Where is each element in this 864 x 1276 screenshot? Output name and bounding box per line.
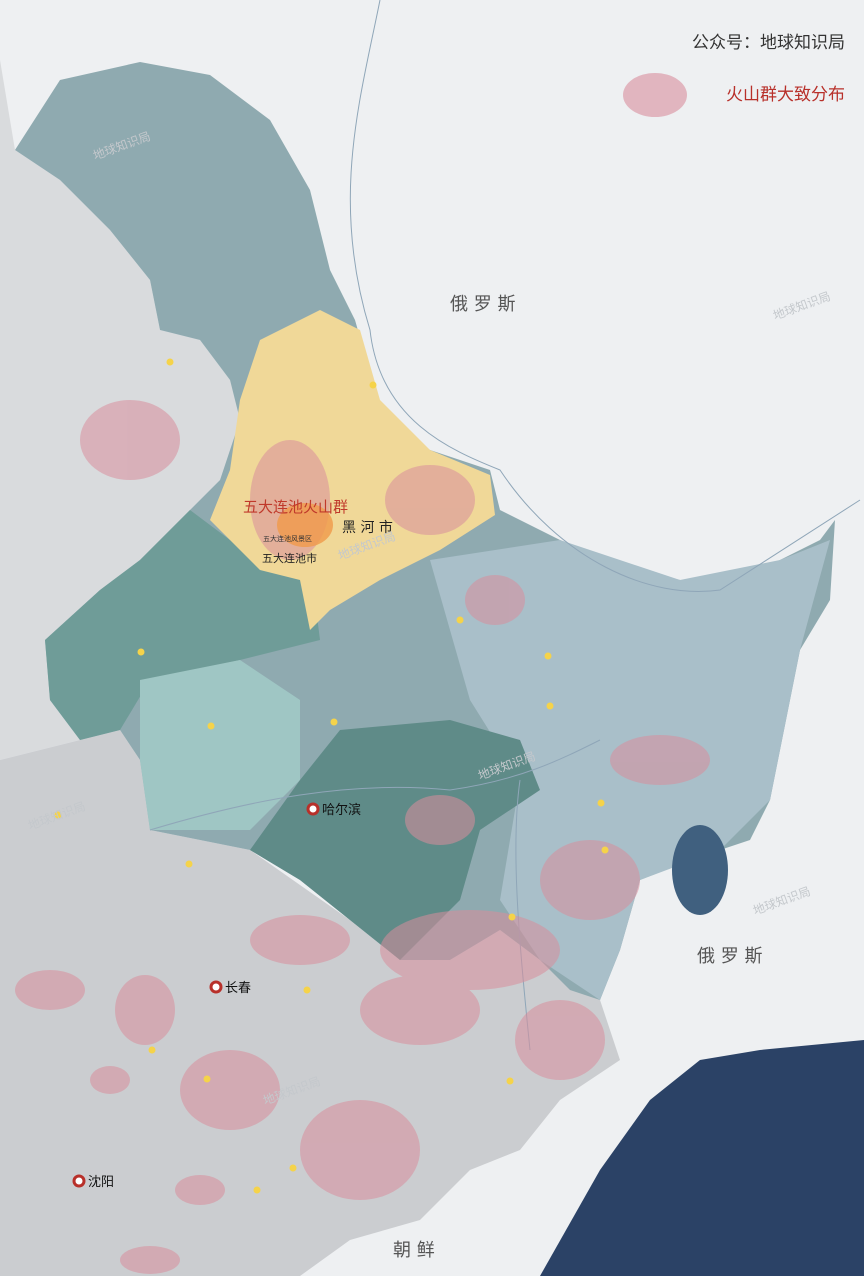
legend-swatch <box>623 73 687 117</box>
scenic-label: 五大连池风景区 <box>263 534 312 543</box>
country-label: 朝 鲜 <box>393 1240 435 1261</box>
river <box>349 0 861 592</box>
lake-khanka <box>672 825 728 915</box>
river <box>515 779 531 1051</box>
city-label: 沈阳 <box>88 1175 114 1190</box>
account: 公众号：地球知识局 <box>692 33 845 53</box>
jilin-liaoning <box>0 730 620 1276</box>
city-label: 哈尔滨 <box>322 802 361 818</box>
city-label: 长春 <box>225 981 251 996</box>
sea <box>540 1040 864 1276</box>
wudalianchi-core <box>277 503 333 547</box>
legend-label: 火山群大致分布 <box>726 85 845 105</box>
city-label: 黑 河 市 <box>342 519 393 536</box>
city-markers <box>72 802 320 1188</box>
country-label: 俄 罗 斯 <box>697 946 762 967</box>
volcano-areas <box>15 400 710 1274</box>
city-label: 五大连池市 <box>262 551 317 565</box>
region-center <box>140 660 300 830</box>
towns <box>54 358 609 1194</box>
region-west <box>45 510 320 740</box>
region-harbin <box>250 720 540 960</box>
country-label: 俄 罗 斯 <box>450 294 515 315</box>
volcano-label: 五大连池火山群 <box>243 498 348 516</box>
river <box>149 739 601 831</box>
